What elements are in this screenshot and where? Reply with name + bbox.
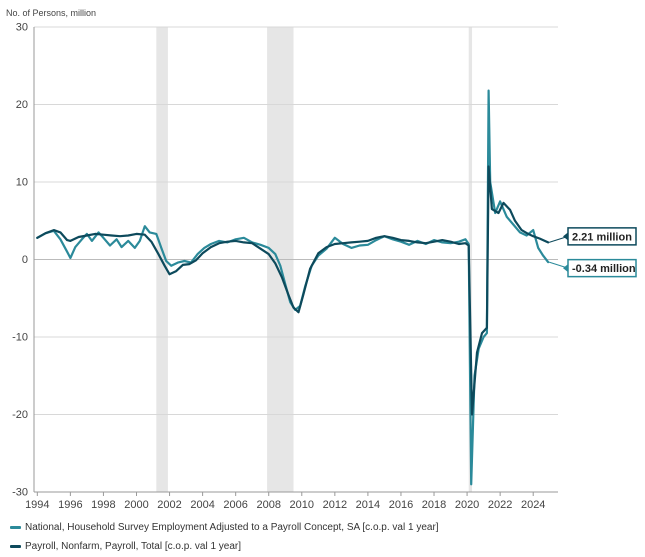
x-tick-label: 2014 bbox=[356, 499, 380, 511]
x-tick-label: 1996 bbox=[58, 499, 82, 511]
x-tick-label: 2002 bbox=[157, 499, 181, 511]
x-tick-label: 1998 bbox=[91, 499, 115, 511]
end-label-pointer bbox=[563, 264, 568, 273]
x-tick-label: 2012 bbox=[323, 499, 347, 511]
x-tick-label: 2004 bbox=[190, 499, 214, 511]
x-tick-label: 2008 bbox=[256, 499, 280, 511]
x-tick-label: 2010 bbox=[290, 499, 314, 511]
axes: -30 -20 -10 0 10 20 30 1994 1996 1998 2000 2002 2004… bbox=[12, 22, 558, 511]
legend-label: Payroll, Nonfarm, Payroll, Total [c.o.p.… bbox=[25, 541, 242, 552]
x-tick-label: 2016 bbox=[389, 499, 413, 511]
grid-lines bbox=[34, 26, 558, 493]
x-tick-label: 2022 bbox=[488, 499, 512, 511]
legend-item-household: National, Household Survey Employment Ad… bbox=[10, 522, 439, 533]
legend-item-payroll: Payroll, Nonfarm, Payroll, Total [c.o.p.… bbox=[10, 541, 241, 552]
legend-swatch bbox=[10, 526, 21, 529]
x-tick-label: 2024 bbox=[521, 499, 545, 511]
y-tick-label: 0 bbox=[22, 254, 28, 266]
x-tick-label: 1994 bbox=[25, 499, 49, 511]
x-tick-label: 2000 bbox=[124, 499, 148, 511]
end-label-text: 2.21 million bbox=[572, 231, 632, 243]
y-axis-label: No. of Persons, million bbox=[6, 8, 97, 18]
legend-swatch bbox=[10, 545, 21, 548]
x-tick-label: 2006 bbox=[223, 499, 247, 511]
y-tick-label: -30 bbox=[12, 487, 28, 499]
end-labels: -0.34 million 2.21 million bbox=[548, 227, 637, 278]
x-tick-label: 2018 bbox=[422, 499, 446, 511]
legend-label: National, Household Survey Employment Ad… bbox=[25, 522, 439, 533]
series-lines bbox=[36, 89, 550, 486]
y-tick-label: 10 bbox=[16, 177, 28, 189]
end-label-text: -0.34 million bbox=[572, 263, 636, 275]
series-line-1 bbox=[36, 165, 550, 416]
y-tick-label: 30 bbox=[16, 22, 28, 34]
y-tick-label: -10 bbox=[12, 332, 28, 344]
y-tick-label: 20 bbox=[16, 99, 28, 111]
y-tick-label: -20 bbox=[12, 409, 28, 421]
x-tick-label: 2020 bbox=[455, 499, 479, 511]
end-label-pointer bbox=[563, 232, 568, 241]
